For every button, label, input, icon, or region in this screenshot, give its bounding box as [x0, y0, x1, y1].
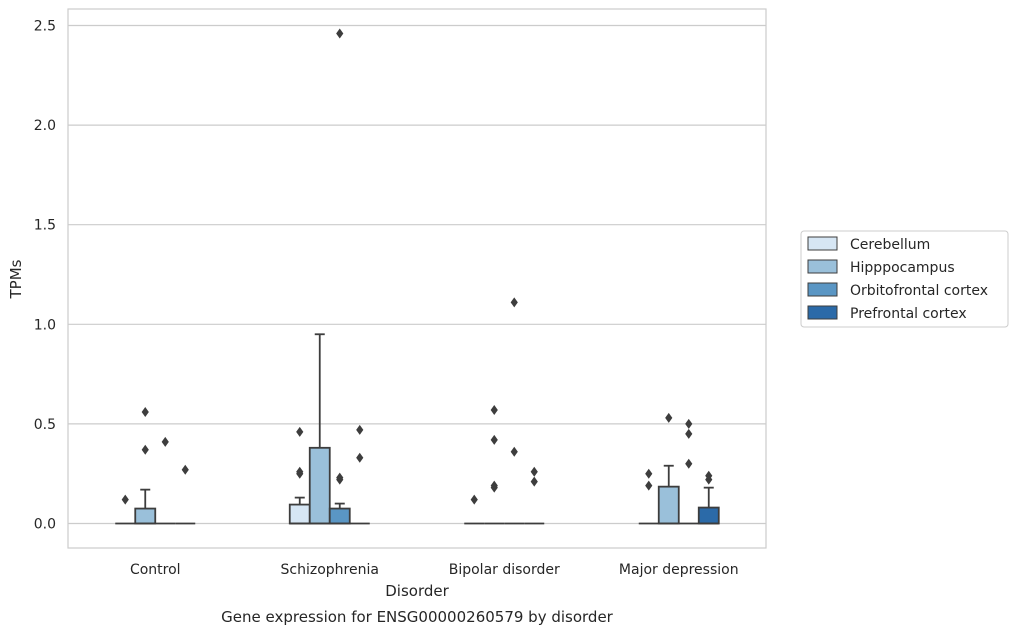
- box-group: [657, 412, 680, 525]
- outlier-point: [645, 480, 653, 491]
- outlier-point: [685, 458, 693, 469]
- outlier-point: [705, 470, 713, 481]
- outlier-point: [665, 412, 673, 423]
- y-tick-label: 2.5: [34, 19, 56, 35]
- outlier-point: [490, 434, 498, 445]
- outlier-point: [296, 466, 304, 477]
- box-group: [638, 468, 659, 525]
- plot-frame: [67, 8, 767, 549]
- legend-swatch: [807, 305, 838, 320]
- x-tick-label: Control: [130, 562, 181, 578]
- outlier-point: [296, 426, 304, 437]
- box-group: [484, 404, 505, 525]
- box-group: [678, 418, 699, 525]
- outlier-point: [510, 446, 518, 457]
- box-group: [524, 466, 545, 525]
- legend-label: Orbitofrontal cortex: [850, 283, 988, 299]
- x-tick-label: Bipolar disorder: [449, 562, 560, 578]
- legend: Cerebellum Hipppocampus Orbitofrontal cort…: [800, 230, 1009, 328]
- box-group: [115, 494, 136, 525]
- box: [657, 485, 680, 525]
- outlier-point: [336, 472, 344, 483]
- outlier-point: [356, 424, 364, 435]
- y-tick-label: 2.0: [34, 118, 56, 134]
- legend-label: Prefrontal cortex: [850, 306, 967, 322]
- box: [308, 446, 331, 525]
- outlier-point: [161, 436, 169, 447]
- chart-title: Gene expression for ENSG00000260579 by d…: [221, 608, 614, 626]
- outlier-point: [490, 480, 498, 491]
- box-group: [134, 406, 157, 525]
- outlier-point: [530, 466, 538, 477]
- y-tick-label: 0.0: [34, 517, 56, 533]
- x-tick-label: Schizophrenia: [281, 562, 379, 578]
- box-group: [308, 333, 331, 525]
- outlier-point: [685, 418, 693, 429]
- x-axis-label: Disorder: [385, 582, 449, 600]
- box-group: [175, 464, 196, 525]
- box-group: [504, 297, 525, 525]
- box-group: [349, 424, 370, 525]
- legend-swatch: [807, 236, 838, 251]
- legend-label: Hipppocampus: [850, 260, 955, 276]
- x-axis-ticks: Control Schizophrenia Bipolar disorder Majo…: [130, 562, 739, 578]
- y-axis-ticks: 0.0 0.5 1.0 1.5 2.0 2.5: [34, 19, 56, 533]
- outlier-point: [141, 444, 149, 455]
- outlier-point: [141, 406, 149, 417]
- box-group: [155, 436, 176, 525]
- x-tick-label: Major depression: [619, 562, 739, 578]
- box-plot-area: [115, 28, 720, 525]
- outlier-point: [510, 297, 518, 308]
- grid-lines: [68, 24, 766, 525]
- y-tick-label: 0.5: [34, 417, 56, 433]
- outlier-point: [490, 404, 498, 415]
- box: [328, 507, 351, 525]
- legend-swatch: [807, 282, 838, 297]
- legend-swatch: [807, 259, 838, 274]
- box-group: [328, 28, 351, 525]
- y-tick-label: 1.5: [34, 218, 56, 234]
- outlier-point: [336, 28, 344, 39]
- outlier-point: [470, 494, 478, 505]
- outlier-point: [356, 452, 364, 463]
- box: [697, 506, 720, 525]
- outlier-point: [181, 464, 189, 475]
- outlier-point: [121, 494, 129, 505]
- legend-label: Cerebellum: [850, 237, 930, 253]
- outlier-point: [530, 476, 538, 487]
- y-tick-label: 1.0: [34, 317, 56, 333]
- box-group: [288, 426, 311, 525]
- legend-frame: [800, 230, 1009, 328]
- outlier-point: [685, 428, 693, 439]
- y-axis-label: TPMs: [7, 259, 25, 299]
- box: [134, 507, 157, 525]
- box-group: [697, 470, 720, 525]
- box: [288, 503, 311, 525]
- outlier-point: [645, 468, 653, 479]
- box-group: [464, 494, 485, 525]
